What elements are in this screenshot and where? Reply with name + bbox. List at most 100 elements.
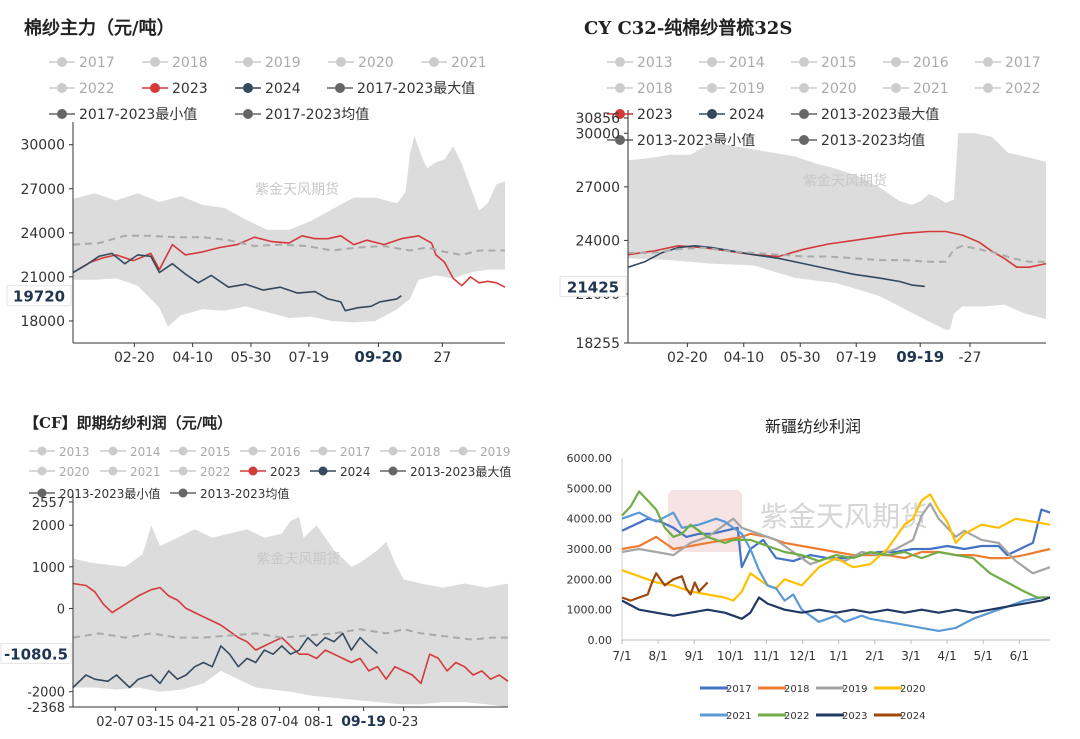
legend-dot-icon [335,83,345,93]
series-line-2024 [72,632,379,689]
legend-label: 2013-2023最大值 [821,107,939,123]
x-tick-label: 07-19 [289,350,330,366]
current-value-box [559,275,627,297]
legend-label: 2013-2023均值 [200,486,289,501]
series-line-2018 [621,532,1051,560]
legend-item-2017-2023均值: 2017-2023均值 [235,107,369,123]
watermark: 紫金天风期货 [803,173,887,190]
legend-label: 2018 [637,81,673,97]
legend-item-2013-2023最大值: 2013-2023最大值 [791,107,939,123]
legend-dot-icon [891,57,901,67]
legend-label: 2018 [172,55,208,71]
legend-label: 2015 [821,55,857,71]
legend-label: 2016 [913,55,949,71]
series-line-2023 [627,230,1047,268]
legend-item-2017: 2017 [49,55,115,71]
chart-panel-cy-c32: CY C32-纯棉纱普梳32S 2013 2014 2015 2016 2017 2018 2… [540,0,1080,375]
watermark: 紫金天风期货 [760,500,928,533]
legend-label: 2021 [726,711,751,722]
x-tick-label: 03-15 [137,715,175,730]
y-tick-label: 4000.00 [567,513,613,526]
legend-item-2020: 2020 [328,55,394,71]
y-tick-label: 2557 [32,496,65,511]
legend-item-2013-2023最小值: 2013-2023最小值 [29,486,160,501]
legend-item-2021: 2021 [700,711,751,722]
legend-item-2023: 2023 [142,81,208,97]
legend-dot-icon [57,109,67,119]
series-line-2020 [621,493,1051,602]
chart-panel-cf-spinning-profit: 【CF】即期纺纱利润（元/吨） 2013 2014 2015 2016 2017 2018 2… [0,400,540,735]
legend-label: 2024 [265,81,301,97]
legend-item-2021: 2021 [421,55,487,71]
current-value-label: -1080.5 [4,645,68,663]
y-tick-label: 5000.00 [567,482,613,495]
legend-item-2018: 2018 [380,445,441,459]
x-tick-label: 04-10 [723,350,764,366]
legend-label: 2013 [637,55,673,71]
legend-dot-icon [707,83,717,93]
legend-item-2019: 2019 [235,55,301,71]
y-tick-label: -2000 [27,686,65,701]
y-tick-label: 27000 [20,182,65,198]
legend-label: 2023 [842,711,867,722]
legend-dot-icon [57,57,67,67]
legend-item-2013-2023均值: 2013-2023均值 [791,133,925,149]
series-line-2021 [621,511,1050,632]
legend-item-2023: 2023 [240,465,301,479]
range-band [628,133,1046,330]
legend-dot-icon [799,109,809,119]
legend-dot-icon [615,135,625,145]
x-tick-label: 07-04 [261,715,299,730]
legend-item-2013-2023最大值: 2013-2023最大值 [380,464,511,479]
legend-dot-icon [615,83,625,93]
legend-item-2022: 2022 [170,465,231,479]
legend-dot-icon [799,57,809,67]
legend-item-2019: 2019 [816,684,867,695]
chart-cotton-yarn-main: 棉纱主力（元/吨） 2017 2018 2019 2020 2021 2022 2023 202… [6,17,506,366]
x-tick-label: 11/1 [753,649,780,663]
legend-item-2020: 2020 [29,465,90,479]
series-line-2023 [621,596,1051,620]
legend-item-2017: 2017 [700,684,751,695]
legend-dot-icon [37,488,47,498]
legend-item-2018: 2018 [142,55,208,71]
legend-label: 2017 [340,445,371,459]
legend-item-2022: 2022 [49,81,115,97]
legend-item-2019: 2019 [699,81,765,97]
legend-dot-icon [983,57,993,67]
legend-label: 2016 [270,445,301,459]
legend-label: 2017 [1005,55,1041,71]
y-tick-label: 6000.00 [567,452,613,465]
legend-label: 2019 [842,684,867,695]
x-tick-label: 04-10 [172,350,213,366]
x-tick-label: 04-21 [178,715,216,730]
chart-title: 新疆纺纱利润 [765,417,861,436]
y-tick-label: 24000 [575,233,620,249]
legend-dot-icon [37,466,47,476]
x-tick-label: 9/1 [685,649,704,663]
y-tick-label: 18255 [575,336,620,352]
series-line-2023 [72,235,506,288]
x-tick-label: 5/1 [974,649,993,663]
legend-label: 2024 [900,711,925,722]
legend-dot-icon [799,83,809,93]
x-tick-label: 3/1 [901,649,920,663]
legend-item-2015: 2015 [170,445,231,459]
legend-item-2024: 2024 [874,711,925,722]
legend-item-2024: 2024 [235,81,301,97]
legend-label: 2013-2023均值 [821,133,925,149]
legend-item-2013: 2013 [607,55,673,71]
y-tick-label: 30000 [20,138,65,154]
y-tick-label: 30000 [575,126,620,142]
legend-item-2022: 2022 [975,81,1041,97]
legend-item-2021: 2021 [883,81,949,97]
legend-dot-icon [388,466,398,476]
x-tick-label: 09-19 [896,348,944,366]
y-tick-label: 27000 [575,180,620,196]
x-tick-label: 07-19 [836,350,877,366]
y-tick-label: 2000.00 [567,573,613,586]
x-tick-label: 09-20 [354,348,402,366]
chart-title: CY C32-纯棉纱普梳32S [584,17,792,39]
legend-dot-icon [150,83,160,93]
legend-item-2023: 2023 [607,107,673,123]
